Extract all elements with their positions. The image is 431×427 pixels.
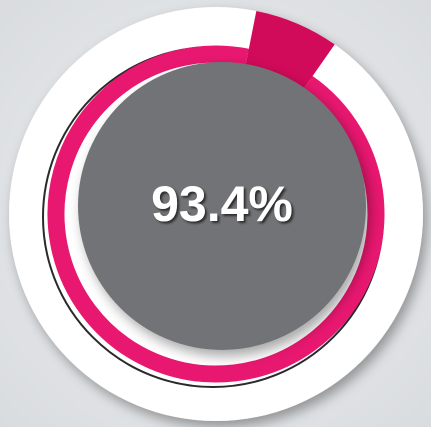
center-disc <box>78 62 366 350</box>
value-label: 93.4% <box>151 176 293 232</box>
gauge-arc <box>47 45 385 383</box>
